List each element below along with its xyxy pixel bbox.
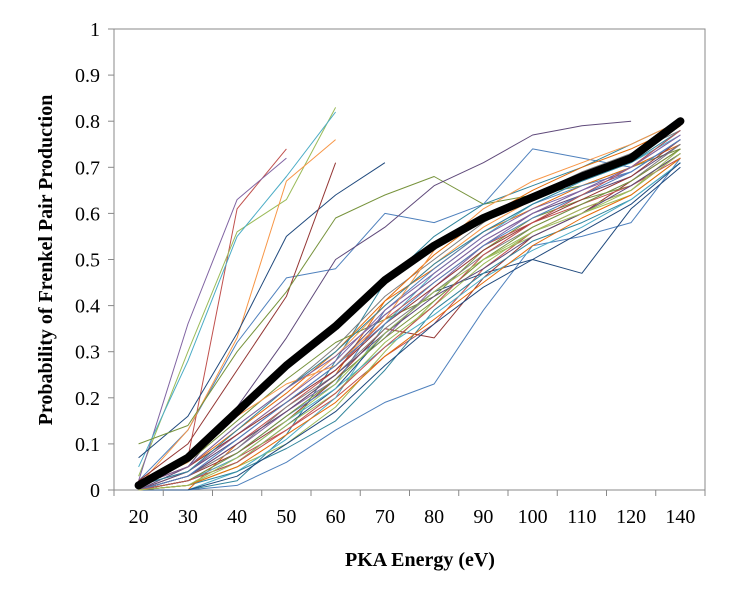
x-tick-label: 100 <box>518 506 548 528</box>
x-tick-label: 30 <box>178 506 198 528</box>
y-tick-label: 0.2 <box>75 388 100 410</box>
y-tick-label: 0.1 <box>75 434 100 456</box>
x-tick-label: 60 <box>326 506 346 528</box>
series-line-6 <box>138 139 336 486</box>
series-line-41 <box>138 153 681 491</box>
y-tick-label: 0.6 <box>75 203 100 225</box>
x-tick-label: 20 <box>129 506 149 528</box>
series-line-39 <box>138 139 681 491</box>
x-tick-label: 120 <box>616 506 646 528</box>
series-line-40 <box>138 129 681 491</box>
x-tick-label: 90 <box>473 506 493 528</box>
series-line-34 <box>138 139 681 486</box>
series-line-13 <box>138 157 681 491</box>
series-line-5 <box>138 111 336 468</box>
x-tick-label: 80 <box>424 506 444 528</box>
y-axis-title: Probability of Frenkel Pair Production <box>35 95 57 426</box>
average-layer <box>134 117 685 490</box>
y-tick-label: 0.4 <box>75 296 100 318</box>
series-line-20 <box>138 166 681 491</box>
average-line <box>134 117 685 490</box>
x-tick-label: 140 <box>665 506 695 528</box>
series-line-30 <box>138 162 681 491</box>
x-tick-label: 50 <box>276 506 296 528</box>
series-line-4 <box>138 157 287 481</box>
series-line-42 <box>138 134 681 486</box>
x-tick-label: 40 <box>227 506 247 528</box>
series-line-37 <box>138 129 681 486</box>
series-line-3 <box>138 107 337 477</box>
y-tick-label: 0.7 <box>75 157 100 179</box>
series-line-8 <box>138 162 337 482</box>
series-line-33 <box>138 162 681 491</box>
series-line-7 <box>138 162 386 459</box>
series-line-38 <box>138 157 681 491</box>
series-line-36 <box>138 153 681 491</box>
x-tick-label: 70 <box>375 506 395 528</box>
y-tick-label: 0.9 <box>75 65 100 87</box>
y-tick-label: 0.5 <box>75 250 100 272</box>
y-tick-label: 0 <box>90 480 100 502</box>
series-line-35 <box>138 148 681 491</box>
x-axis-title: PKA Energy (eV) <box>345 549 495 571</box>
y-tick-label: 0.3 <box>75 342 100 364</box>
y-tick-label: 1 <box>90 19 100 41</box>
x-tick-label: 110 <box>567 506 596 528</box>
series-line-21 <box>138 148 681 491</box>
y-tick-label: 0.8 <box>75 111 100 133</box>
series-layer <box>138 107 681 491</box>
series-line-25 <box>138 125 681 486</box>
series-line-28 <box>138 148 681 491</box>
series-line-24 <box>138 162 681 491</box>
series-line-22 <box>138 153 681 486</box>
